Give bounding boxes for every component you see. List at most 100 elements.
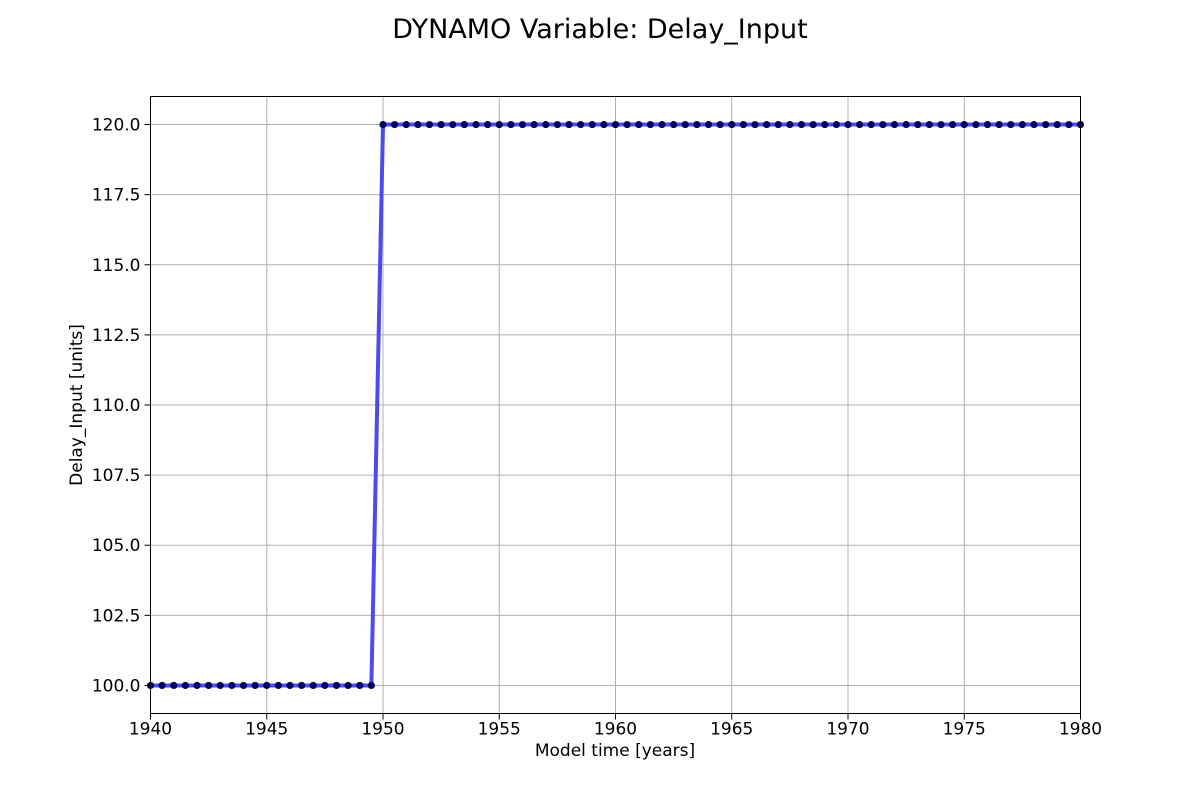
data-point [321,681,329,690]
data-point [484,120,492,129]
data-point [1053,120,1061,129]
data-point [170,681,178,690]
data-point [449,120,457,129]
data-point [786,120,794,129]
data-point [263,681,271,690]
data-point [495,120,503,129]
y-tick-label: 120.0 [92,116,141,136]
data-point [181,681,189,690]
x-tick-label: 1975 [943,720,986,740]
axis-ticks: 1940 1945 1950 1955 1960 1965 1970 1975 1980 100.… [92,116,1102,740]
data-point [856,120,864,129]
data-point [623,120,631,129]
data-point [832,120,840,129]
data-point [228,681,236,690]
data-point [518,120,527,129]
data-point [693,120,701,129]
data-point [774,120,782,129]
data-point [356,681,364,690]
x-axis-label: Model time [years] [535,741,695,761]
data-point [937,120,945,129]
data-point [425,120,434,129]
y-tick-label: 107.5 [92,466,141,486]
data-point [972,120,980,129]
data-point [379,120,387,129]
data-point [437,120,445,129]
chart-title: DYNAMO Variable: Delay_Input [392,14,807,45]
data-point [530,120,538,129]
data-point [1007,120,1015,129]
data-point [600,120,608,129]
data-point [960,120,968,129]
data-point [1018,120,1026,129]
data-point [949,120,957,129]
data-point [1030,120,1038,129]
y-axis-label: Delay_Input [units] [67,324,87,486]
data-point [332,681,341,690]
data-point [670,120,678,129]
data-point [995,120,1003,129]
data-point [205,681,213,690]
x-tick-label: 1955 [478,720,521,740]
data-point [890,120,899,129]
x-tick-label: 1960 [594,720,637,740]
y-tick-label: 117.5 [92,186,141,206]
data-point [867,120,875,129]
data-point [1065,120,1073,129]
data-point [635,120,643,129]
data-point [158,681,166,690]
y-tick-label: 115.0 [92,256,141,276]
data-point [925,120,933,129]
y-tick-label: 100.0 [92,676,141,696]
data-point [193,681,201,690]
grid-lines [150,96,1081,714]
data-point [821,120,829,129]
y-tick-label: 105.0 [92,536,141,556]
data-point [704,120,713,129]
data-point [902,120,910,129]
data-point [472,120,480,129]
data-point [565,120,573,129]
data-point [809,120,817,129]
data-point [797,120,806,129]
data-point [344,681,352,690]
data-point [751,120,759,129]
data-point [646,120,654,129]
data-point [914,120,922,129]
data-point [611,120,620,129]
x-tick-label: 1950 [361,720,404,740]
data-point [1042,120,1050,129]
data-point [716,120,724,129]
plot-area [146,120,1085,690]
data-point [542,120,550,129]
x-tick-label: 1980 [1059,720,1102,740]
data-point [239,681,248,690]
data-point [577,120,585,129]
data-point [298,681,306,690]
data-point [739,120,747,129]
data-point [216,681,224,690]
y-tick-label: 102.5 [92,606,141,626]
data-point [763,120,771,129]
data-point [681,120,689,129]
x-tick-label: 1970 [826,720,869,740]
data-point [286,681,294,690]
data-point [728,120,736,129]
x-tick-label: 1940 [129,720,172,740]
data-point [844,120,852,129]
data-point [879,120,887,129]
data-point [507,120,515,129]
data-point [553,120,561,129]
y-tick-label: 112.5 [92,326,141,346]
data-point [391,120,399,129]
data-point [274,681,282,690]
x-tick-label: 1965 [710,720,753,740]
data-point [309,681,317,690]
data-point [588,120,596,129]
data-point [460,120,468,129]
data-point [414,120,422,129]
data-point [402,120,410,129]
data-point [251,681,259,690]
